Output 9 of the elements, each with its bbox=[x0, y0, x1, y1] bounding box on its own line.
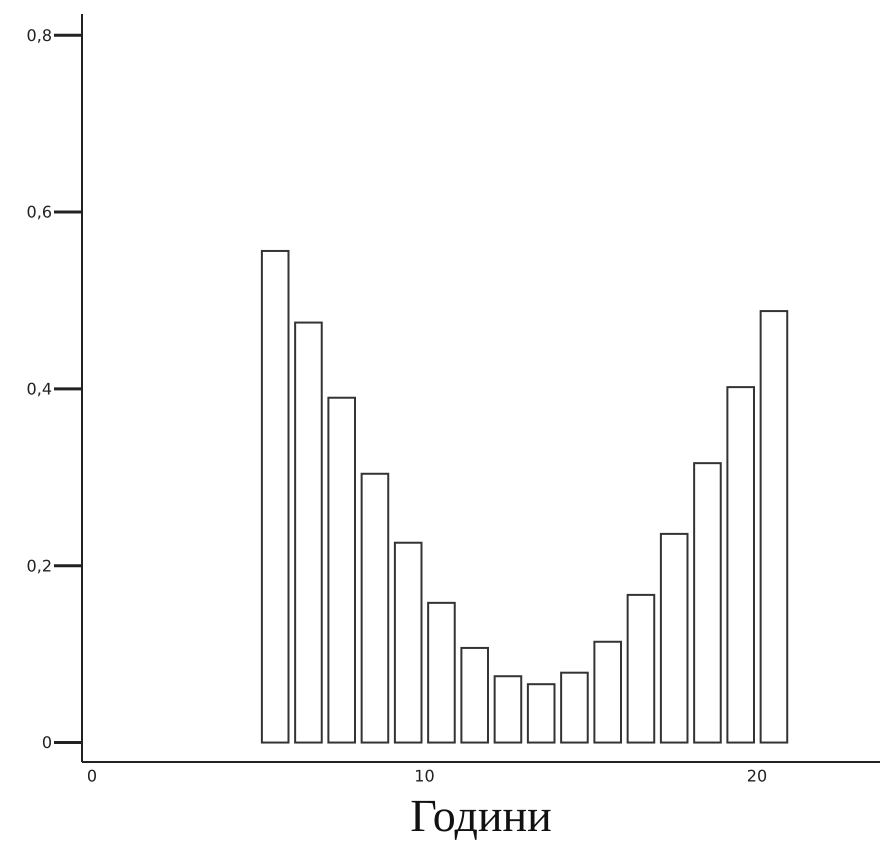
y-tick-label: 0,4 bbox=[26, 380, 52, 399]
y-tick-label: 0 bbox=[42, 733, 52, 752]
y-tick-label: 0,6 bbox=[26, 202, 52, 222]
x-tick-label: 10 bbox=[414, 766, 435, 786]
x-tick-label: 0 bbox=[86, 766, 98, 786]
x-tick-label: 20 bbox=[746, 766, 768, 786]
x-axis-title: Години bbox=[410, 790, 552, 841]
y-tick-label: 0,2 bbox=[26, 556, 52, 576]
y-tick-label: 0,8 bbox=[26, 26, 52, 45]
